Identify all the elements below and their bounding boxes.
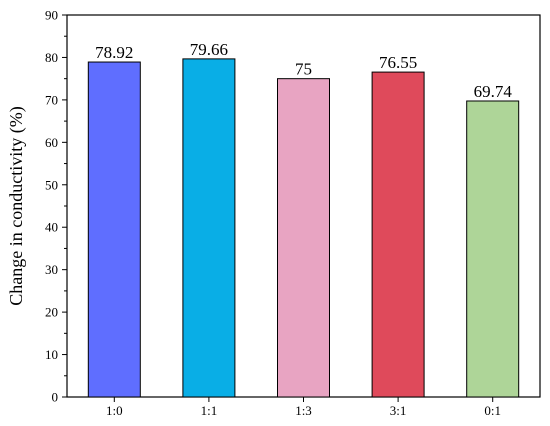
y-tick-label: 70 (45, 92, 58, 107)
y-tick-label: 50 (45, 177, 58, 192)
bar-1-3 (277, 78, 330, 398)
x-tick-label: 1:3 (295, 403, 312, 418)
x-tick-label: 1:0 (106, 403, 123, 418)
y-tick-label: 40 (45, 220, 58, 235)
data-labels: 78.92 79.66 75 76.55 69.74 (95, 40, 512, 101)
data-label: 79.66 (190, 40, 228, 59)
x-tick-label: 1:1 (201, 403, 218, 418)
y-tick-label: 20 (45, 305, 58, 320)
y-axis-title: Change in conductivity (%) (6, 106, 27, 305)
x-tick-labels: 1:0 1:1 1:3 3:1 0:1 (106, 403, 501, 418)
y-tick-label: 60 (45, 135, 58, 150)
y-tick-label: 90 (45, 8, 58, 23)
data-label: 69.74 (474, 82, 513, 101)
bars-group (87, 58, 520, 398)
y-tick-labels: 0 10 20 30 40 50 60 70 80 90 (45, 8, 58, 405)
data-label: 78.92 (95, 43, 133, 62)
y-tick-label: 80 (45, 50, 58, 65)
y-tick-label: 10 (45, 347, 58, 362)
bar-1-0 (87, 61, 141, 398)
x-tick-label: 3:1 (390, 403, 407, 418)
bar-1-1 (182, 58, 236, 398)
y-tick-label: 30 (45, 262, 58, 277)
bar-0-1 (466, 100, 520, 398)
data-label: 75 (295, 60, 312, 79)
bar-3-1 (371, 71, 425, 398)
data-label: 76.55 (379, 53, 417, 72)
x-tick-label: 0:1 (484, 403, 501, 418)
y-tick-label: 0 (52, 390, 59, 405)
